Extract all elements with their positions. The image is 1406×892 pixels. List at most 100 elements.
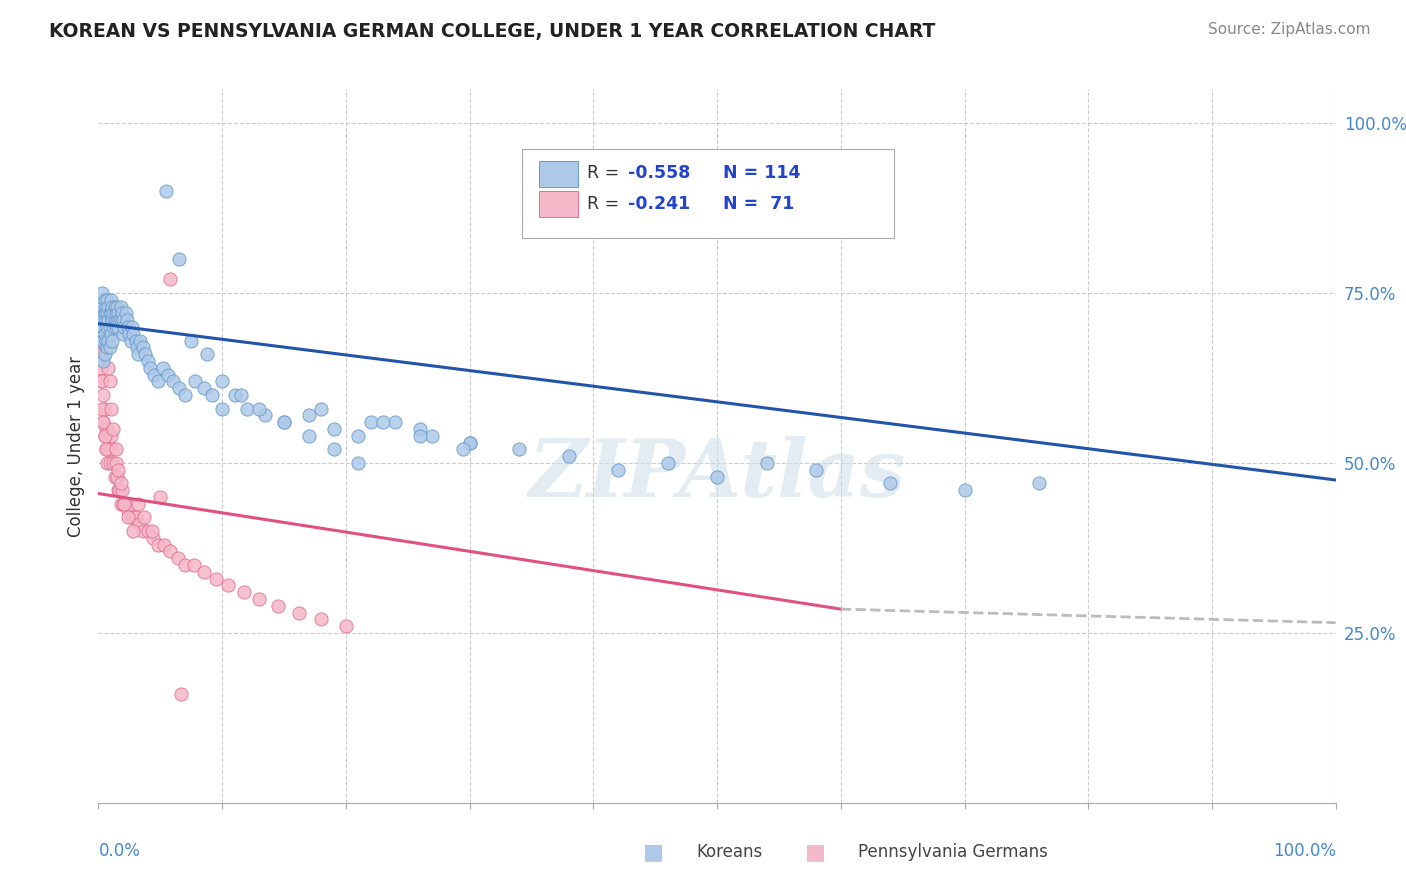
Point — [122, 510, 145, 524]
Text: 100.0%: 100.0% — [1272, 842, 1336, 860]
Point — [120, 510, 142, 524]
Point — [93, 415, 115, 429]
Point — [229, 388, 252, 402]
Point — [201, 388, 224, 402]
Point — [111, 483, 134, 498]
Point — [97, 360, 120, 375]
FancyBboxPatch shape — [522, 149, 894, 237]
Y-axis label: College, Under 1 year: College, Under 1 year — [66, 355, 84, 537]
Point — [110, 313, 132, 327]
Point — [141, 524, 163, 538]
Point — [93, 306, 115, 320]
Point — [96, 456, 118, 470]
Point — [114, 306, 136, 320]
FancyBboxPatch shape — [538, 191, 578, 217]
Point — [211, 401, 233, 416]
Point — [422, 429, 444, 443]
Point — [94, 313, 117, 327]
Point — [267, 599, 290, 613]
Point — [108, 313, 131, 327]
Point — [91, 306, 114, 320]
Text: N =  71: N = 71 — [723, 195, 794, 213]
Point — [193, 381, 215, 395]
Point — [101, 334, 124, 348]
Text: -0.241: -0.241 — [628, 195, 690, 213]
Point — [153, 537, 176, 551]
Text: ZIPAtlas: ZIPAtlas — [529, 436, 905, 513]
Point — [97, 300, 120, 314]
Point — [1028, 476, 1050, 491]
Point — [96, 293, 118, 307]
Point — [90, 375, 112, 389]
Point — [254, 409, 277, 423]
Point — [93, 347, 115, 361]
Point — [170, 687, 193, 701]
Point — [143, 368, 166, 382]
Point — [217, 578, 239, 592]
Point — [112, 497, 135, 511]
Point — [98, 306, 121, 320]
Point — [335, 619, 357, 633]
Point — [298, 429, 321, 443]
Point — [146, 537, 169, 551]
Point — [96, 422, 118, 436]
Point — [105, 300, 128, 314]
Point — [508, 442, 530, 457]
Point — [112, 320, 135, 334]
Point — [149, 490, 172, 504]
Text: 0.0%: 0.0% — [98, 842, 141, 860]
Point — [103, 300, 125, 314]
Point — [458, 435, 481, 450]
Point — [360, 415, 382, 429]
Point — [288, 606, 311, 620]
Point — [152, 360, 174, 375]
Point — [127, 347, 149, 361]
Point — [183, 558, 205, 572]
Point — [657, 456, 679, 470]
Point — [236, 401, 259, 416]
Point — [107, 320, 129, 334]
Point — [96, 320, 118, 334]
Point — [103, 422, 125, 436]
Point — [108, 483, 131, 498]
Point — [180, 334, 202, 348]
Point — [97, 442, 120, 457]
Point — [121, 320, 143, 334]
Point — [174, 388, 197, 402]
Point — [755, 456, 778, 470]
Point — [159, 272, 181, 286]
Point — [458, 435, 481, 450]
Point — [136, 524, 159, 538]
Point — [167, 252, 190, 266]
Point — [104, 306, 127, 320]
Point — [89, 306, 111, 320]
Point — [127, 497, 149, 511]
Point — [117, 503, 139, 517]
Point — [195, 347, 218, 361]
Point — [96, 306, 118, 320]
Point — [174, 558, 197, 572]
Point — [224, 388, 246, 402]
Point — [112, 497, 135, 511]
Point — [93, 326, 115, 341]
Point — [322, 442, 344, 457]
Point — [107, 483, 129, 498]
Point — [111, 306, 134, 320]
Text: R =: R = — [588, 195, 624, 213]
Point — [953, 483, 976, 498]
Point — [134, 510, 156, 524]
Point — [124, 510, 146, 524]
Text: KOREAN VS PENNSYLVANIA GERMAN COLLEGE, UNDER 1 YEAR CORRELATION CHART: KOREAN VS PENNSYLVANIA GERMAN COLLEGE, U… — [49, 22, 935, 41]
Point — [93, 334, 115, 348]
Point — [205, 572, 228, 586]
Point — [94, 334, 117, 348]
Point — [100, 306, 122, 320]
Point — [166, 551, 188, 566]
Point — [103, 456, 125, 470]
Point — [322, 422, 344, 436]
Point — [233, 585, 256, 599]
Point — [146, 375, 169, 389]
Point — [105, 313, 128, 327]
Point — [409, 422, 432, 436]
Point — [211, 375, 233, 389]
